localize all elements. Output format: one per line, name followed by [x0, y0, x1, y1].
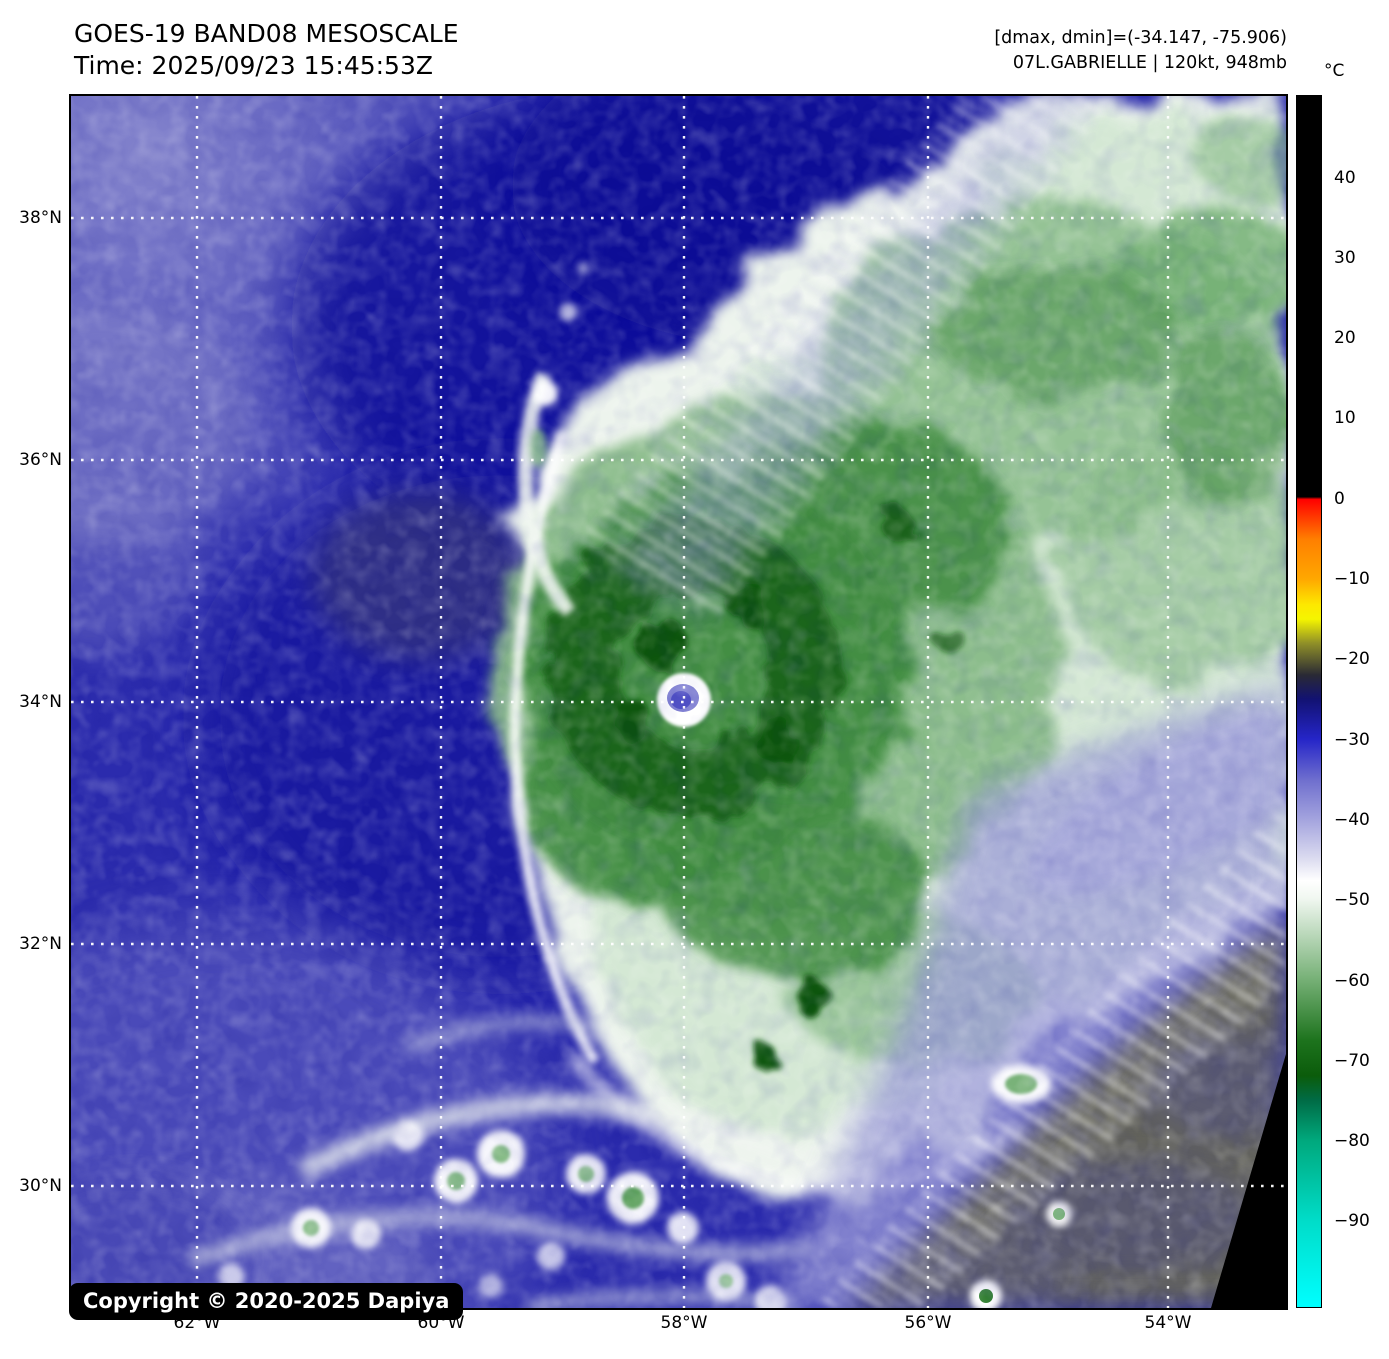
- colorbar-tick-40: 40: [1334, 168, 1356, 188]
- lon-label-58w: 58°W: [660, 1313, 708, 1333]
- lat-label-34n: 34°N: [19, 692, 62, 712]
- colorbar-tick-0: 0: [1334, 489, 1345, 509]
- storm-info-annotation: 07L.GABRIELLE | 120kt, 948mb: [1012, 53, 1287, 73]
- colorbar-tick-m10: −10: [1334, 569, 1370, 589]
- colorbar-gradient: [1296, 95, 1322, 1308]
- colorbar-tick-m70: −70: [1334, 1051, 1370, 1071]
- colorbar-tick-m90: −90: [1334, 1211, 1370, 1231]
- colorbar-tick-m80: −80: [1334, 1131, 1370, 1151]
- colorbar-tick-20: 20: [1334, 328, 1356, 348]
- lat-label-38n: 38°N: [19, 208, 62, 228]
- lon-label-54w: 54°W: [1144, 1313, 1192, 1333]
- lon-label-56w: 56°W: [904, 1313, 952, 1333]
- figure-title: GOES-19 BAND08 MESOSCALE: [74, 19, 459, 48]
- figure-time: Time: 2025/09/23 15:45:53Z: [74, 51, 433, 80]
- lat-label-32n: 32°N: [19, 934, 62, 954]
- scan-edge-black-wedge: [1211, 1054, 1286, 1308]
- lat-label-30n: 30°N: [19, 1176, 62, 1196]
- colorbar-tick-m40: −40: [1334, 810, 1370, 830]
- gridlines: [71, 96, 1286, 1308]
- satellite-image: [71, 96, 1286, 1308]
- colorbar-unit-label: °C: [1324, 61, 1345, 81]
- colorbar-tick-30: 30: [1334, 248, 1356, 268]
- colorbar-tick-m50: −50: [1334, 890, 1370, 910]
- colorbar-tick-m20: −20: [1334, 649, 1370, 669]
- dmax-dmin-annotation: [dmax, dmin]=(-34.147, -75.906): [994, 28, 1287, 48]
- colorbar-tick-10: 10: [1334, 408, 1356, 428]
- colorbar-tick-m30: −30: [1334, 730, 1370, 750]
- figure-header: GOES-19 BAND08 MESOSCALE Time: 2025/09/2…: [74, 18, 459, 82]
- figure-annotations: [dmax, dmin]=(-34.147, -75.906) 07L.GABR…: [994, 26, 1287, 76]
- copyright-watermark: Copyright © 2020-2025 Dapiya: [69, 1283, 464, 1320]
- lat-label-36n: 36°N: [19, 450, 62, 470]
- colorbar-tick-m60: −60: [1334, 971, 1370, 991]
- map-panel: Copyright © 2020-2025 Dapiya: [69, 94, 1288, 1320]
